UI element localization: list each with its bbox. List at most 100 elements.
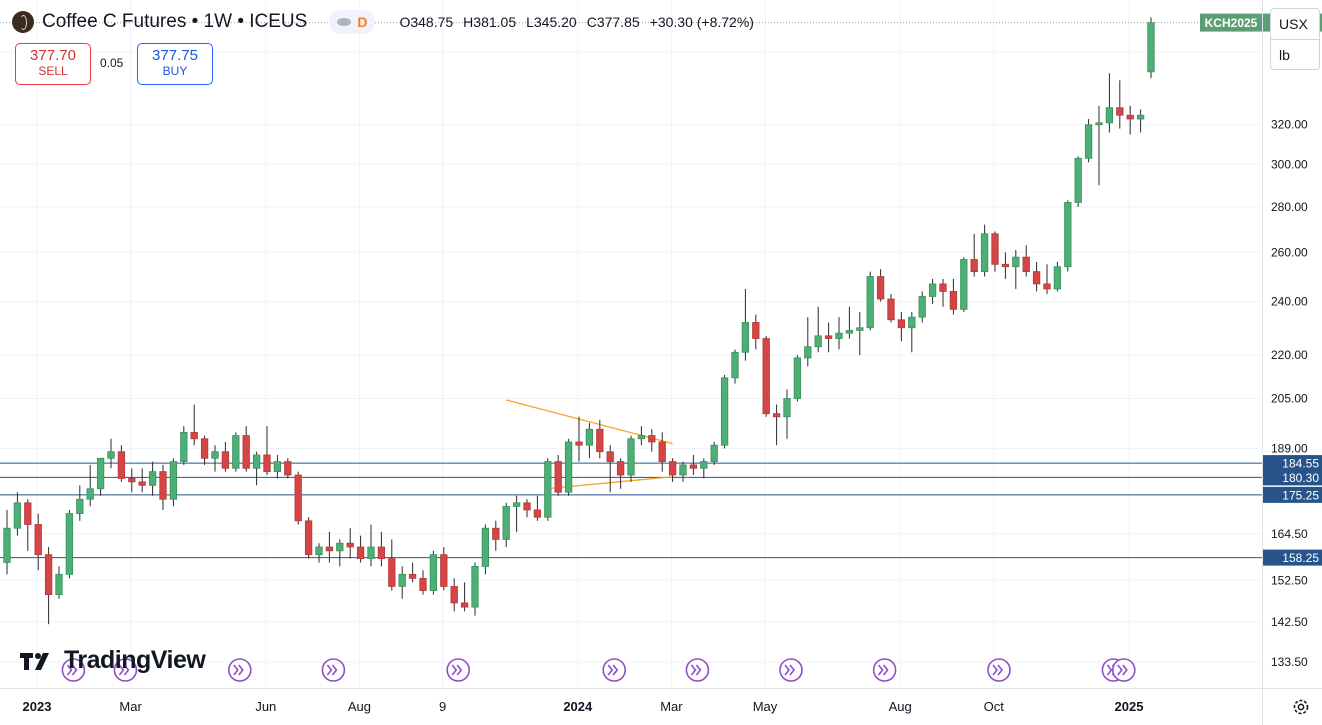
event-marker-ring [61,658,86,682]
coffee-bean-icon [12,11,34,33]
candle-body [263,454,271,473]
chart-header: Coffee C Futures • 1W • ICEUS D O348.75 … [12,10,754,34]
candle-body [1012,256,1020,268]
candle-body [86,488,94,500]
candle-body [720,377,729,446]
candle-body [648,435,656,443]
candle-body [180,431,188,462]
candle-body [554,461,562,493]
candle-body [668,461,677,476]
candlestick-chart[interactable]: KCH2025 [0,0,1262,688]
event-marker-icon [321,658,346,682]
candle-body [689,464,698,469]
candle-body [502,505,510,540]
candle-body [1043,283,1051,290]
candle-body [835,332,843,339]
tradingview-logo[interactable]: TradingView [18,646,206,675]
price-scale-svg[interactable]: 360.00320.00300.00280.00260.00240.00220.… [1263,0,1322,688]
time-tick-label: Mar [660,699,683,714]
candle-body [731,351,739,379]
event-marker-icon [872,658,897,682]
event-marker-icon [446,658,471,682]
candle-body [928,283,937,297]
level-price-tag [1263,455,1322,472]
candle-body [762,338,770,415]
candle-body [1064,202,1072,268]
chart-plot-area[interactable]: KCH2025 [0,0,1262,688]
candle-body [533,509,542,518]
buy-button[interactable]: 377.75 BUY [137,43,213,85]
event-marker-icon [1112,658,1136,682]
time-tick-label: May [753,699,778,714]
candle-body [242,435,250,469]
candle-body [949,291,958,310]
candle-body [1074,157,1082,203]
candle-body [970,259,978,272]
eye-icon[interactable] [337,18,352,26]
candle-body [419,577,427,591]
candle-body [918,296,926,318]
candle-body [304,520,313,556]
currency-selector[interactable]: USX lb [1270,8,1320,70]
unit-code[interactable]: lb [1279,47,1290,63]
candle-body [367,546,375,559]
level-price-tag [1263,469,1322,486]
candle-body [252,454,261,469]
candle-body [544,461,552,518]
price-tick-label: 240.00 [1271,295,1308,309]
time-axis[interactable]: 2023 Mar Jun Aug 9 2024 Mar May Aug Oct 2025 [0,688,1262,725]
candle-body [814,335,822,348]
candle-body [471,565,479,608]
candle-body [34,524,42,556]
event-marker-arrow [784,664,796,676]
candle-body [232,435,240,469]
candle-body [658,441,666,462]
event-marker-icon [61,658,86,682]
candle-body [523,502,531,511]
candle-body [866,276,874,329]
candle-body [939,283,947,292]
event-marker-icon [602,658,627,682]
candle-body [24,502,32,525]
event-marker-ring [987,658,1011,682]
delayed-data-badge[interactable]: D [357,14,368,30]
candle-body [1032,271,1041,285]
candle-body [315,546,323,556]
time-tick-label: Oct [984,699,1005,714]
candle-body [585,428,594,446]
visibility-toggle[interactable]: D [329,10,376,34]
candle-body [637,435,646,440]
event-marker-icon [113,658,138,682]
time-tick-label: 2024 [563,699,593,714]
candle-body [512,502,521,507]
currency-code[interactable]: USX [1271,9,1319,40]
time-tick-label: 2025 [1115,699,1144,714]
event-marker-arrow [233,664,244,676]
candle-body [460,602,469,608]
price-tick-label: 189.00 [1271,441,1308,455]
candle-body [190,431,198,440]
candle-body [1147,22,1155,73]
candle-body [96,457,105,490]
candle-body [1022,256,1030,272]
price-tick-label: 220.00 [1271,348,1308,362]
sell-button[interactable]: 377.70 SELL [15,43,91,85]
candle-body [481,527,490,567]
candle-body [1136,114,1145,120]
symbol-tag-label: KCH2025 [1205,16,1258,30]
time-axis-svg[interactable]: 2023 Mar Jun Aug 9 2024 Mar May Aug Oct 2025 [0,689,1262,725]
candle-body [325,546,334,552]
event-marker-icon [228,658,252,682]
candle-body [627,438,635,476]
time-tick-label: Jun [255,699,276,714]
event-marker-arrow [877,664,889,676]
gear-icon[interactable] [1291,697,1311,717]
close-value: C377.85 [586,14,640,30]
price-tick-label: 260.00 [1271,245,1308,259]
candle-body [200,438,209,459]
symbol-title[interactable]: Coffee C Futures • 1W • ICEUS [42,11,308,32]
event-marker-arrow [118,664,130,676]
candle-body [377,546,386,559]
price-scale[interactable]: 360.00320.00300.00280.00260.00240.00220.… [1262,0,1322,688]
settings-corner[interactable] [1262,688,1322,725]
